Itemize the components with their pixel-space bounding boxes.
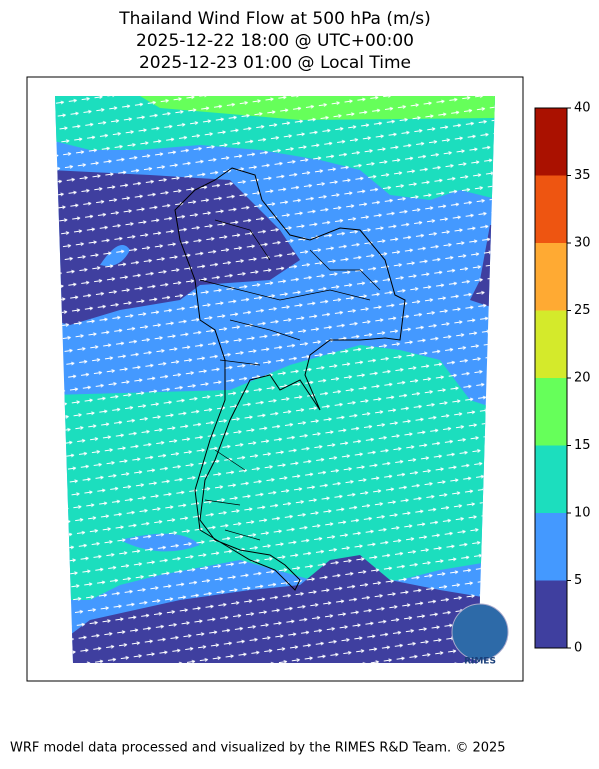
colorbar-segment <box>535 175 567 243</box>
colorbar-tick-label: 40 <box>574 101 591 116</box>
colorbar-tick-label: 35 <box>574 168 591 183</box>
wind-field <box>55 96 495 663</box>
title: Thailand Wind Flow at 500 hPa (m/s) <box>118 9 431 29</box>
country-border <box>174 167 406 591</box>
colorbar-segment <box>535 445 567 513</box>
colorbar-segment <box>535 513 567 581</box>
map-frame <box>26 76 524 682</box>
colorbar-tick-label: 0 <box>574 641 582 656</box>
title: 2025-12-23 01:00 @ Local Time <box>139 53 411 73</box>
colorbar-segment <box>535 108 567 176</box>
colorbar-segment <box>535 580 567 648</box>
colorbar-segment <box>535 310 567 378</box>
colorbar-tick-label: 5 <box>574 573 582 588</box>
colorbar-segment <box>535 378 567 446</box>
colorbar-tick-label: 20 <box>574 371 591 386</box>
title: 2025-12-22 18:00 @ UTC+00:00 <box>136 31 414 51</box>
footer: WRF model data processed and visualized … <box>10 741 506 756</box>
province-borders <box>199 219 381 541</box>
colorbar-tick-label: 30 <box>574 236 591 251</box>
colorbar: 0 5 10 15 20 25 30 35 40 <box>534 101 591 656</box>
colorbar-tick-label: 25 <box>574 303 591 318</box>
logo <box>451 603 509 661</box>
logo-text: RIMES <box>464 657 496 667</box>
colorbar-tick-label: 10 <box>574 506 591 521</box>
colorbar-tick-label: 15 <box>574 438 591 453</box>
colorbar-segment <box>535 243 567 311</box>
wind-arrows <box>55 96 495 663</box>
